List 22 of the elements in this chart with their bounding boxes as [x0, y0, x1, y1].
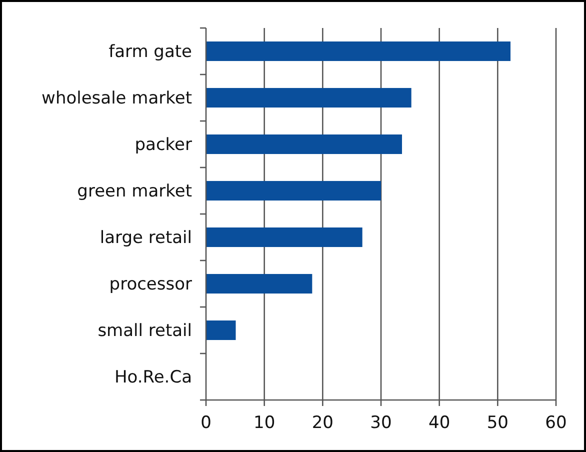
x-tick-label: 40 [428, 413, 450, 433]
y-tick-label: large retail [100, 228, 192, 248]
y-tick-label: small retail [98, 321, 192, 342]
x-tick-label: 0 [200, 413, 212, 433]
y-tick-label: green market [77, 182, 192, 202]
bar [206, 88, 412, 108]
x-tick-label: 60 [545, 413, 567, 433]
bar [206, 227, 362, 248]
y-tick-label: Ho.Re.Ca [114, 368, 192, 388]
bar [206, 41, 510, 62]
bar [206, 134, 402, 154]
bar [206, 274, 312, 294]
bar [206, 180, 381, 201]
x-tick-label: 20 [312, 413, 334, 433]
y-tick-label: wholesale market [42, 88, 192, 109]
y-tick-label: packer [134, 135, 192, 156]
y-tick-label: processor [109, 274, 192, 295]
bar [206, 320, 236, 340]
y-tick-label: farm gate [108, 42, 192, 62]
x-tick-label: 50 [486, 413, 508, 433]
x-tick-label: 30 [370, 413, 392, 433]
x-tick-label: 10 [254, 413, 276, 433]
